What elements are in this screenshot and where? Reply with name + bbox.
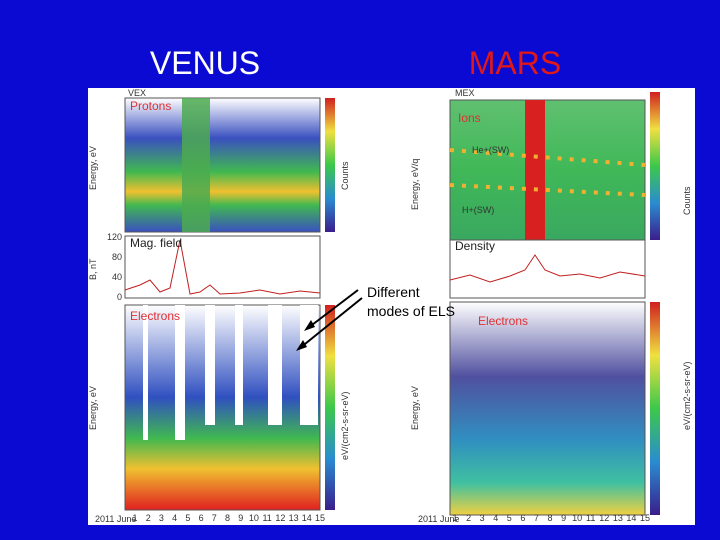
day-label: 12 <box>599 513 609 523</box>
gap <box>268 305 282 425</box>
spectrogram <box>124 304 321 511</box>
day-label: 15 <box>315 513 325 523</box>
day-label: 6 <box>199 513 204 523</box>
spectrogram <box>449 301 646 516</box>
annotation: Different <box>367 284 420 300</box>
panel-label: Electrons <box>130 309 180 323</box>
density-trace <box>449 254 646 283</box>
spectrogram-band <box>182 98 210 232</box>
gap <box>143 305 148 440</box>
day-label: 3 <box>159 513 164 523</box>
panel-label: Protons <box>130 99 171 113</box>
spacecraft: MEX <box>455 88 475 98</box>
date: 2011 June <box>95 514 136 524</box>
annotation: modes of ELS <box>367 303 455 319</box>
day-label: 5 <box>507 513 512 523</box>
gap <box>175 305 185 440</box>
tick-label: 0 <box>117 292 122 302</box>
day-label: 15 <box>640 513 650 523</box>
gap <box>205 305 215 425</box>
tick-label: 80 <box>112 252 122 262</box>
panel-label: Mag. field <box>130 236 182 250</box>
day-label: 14 <box>626 513 636 523</box>
bar-label: eV/(cm2-s-sr-eV) <box>340 391 350 460</box>
day-label: 10 <box>572 513 582 523</box>
day-label: 3 <box>480 513 485 523</box>
tick-label: 40 <box>112 272 122 282</box>
field-trace <box>124 239 321 295</box>
axis-label: Energy, eV <box>410 386 420 430</box>
gap <box>300 305 318 425</box>
bar-label: eV/(cm2-s-sr-eV) <box>682 361 692 430</box>
day-label: 6 <box>520 513 525 523</box>
day-label: 11 <box>586 513 595 523</box>
day-label: 5 <box>185 513 190 523</box>
day-label: 14 <box>302 513 312 523</box>
day-label: 2 <box>466 513 471 523</box>
day-label: 4 <box>493 513 498 523</box>
day-label: 12 <box>275 513 285 523</box>
title-left: VENUS <box>150 45 260 81</box>
day-label: 7 <box>534 513 539 523</box>
ion-label: He+(SW) <box>472 145 509 155</box>
day-label: 11 <box>262 513 271 523</box>
day-label: 13 <box>613 513 623 523</box>
spectrogram <box>449 99 646 241</box>
arrow <box>299 297 363 349</box>
color-bar <box>325 305 335 510</box>
spectrogram-band <box>525 100 545 240</box>
bar-label: Counts <box>340 161 350 190</box>
panel-label: Density <box>455 239 495 253</box>
day-label: 8 <box>225 513 230 523</box>
bar-label: Counts <box>682 186 692 215</box>
panel-label: Electrons <box>478 314 528 328</box>
arrowhead <box>296 340 307 351</box>
axis-label: Energy, eV <box>88 386 98 430</box>
date: 2011 June <box>418 514 459 524</box>
color-bar <box>325 98 335 232</box>
density-plot <box>449 239 646 299</box>
day-label: 7 <box>212 513 217 523</box>
color-bar <box>650 92 660 240</box>
color-bar <box>650 302 660 515</box>
day-label: 8 <box>547 513 552 523</box>
ion-trace <box>449 183 646 197</box>
tick-label: 120 <box>107 232 122 242</box>
day-label: 9 <box>238 513 243 523</box>
gap <box>235 305 243 425</box>
day-label: 2 <box>146 513 151 523</box>
day-label: 1 <box>132 513 137 523</box>
field-plot <box>124 235 321 299</box>
ion-trace <box>449 148 646 167</box>
day-label: 9 <box>561 513 566 523</box>
day-label: 13 <box>289 513 299 523</box>
arrowhead <box>304 320 315 331</box>
day-label: 4 <box>172 513 177 523</box>
day-label: 10 <box>249 513 259 523</box>
arrow <box>307 289 359 329</box>
axis-label: Energy, eV/q <box>410 159 420 210</box>
spacecraft: VEX <box>128 88 146 98</box>
spectrogram <box>124 97 321 233</box>
axis-label: Energy, eV <box>88 146 98 190</box>
ion-label: H+(SW) <box>462 205 494 215</box>
day-label: 1 <box>452 513 457 523</box>
axis-label: B, nT <box>88 258 98 280</box>
title-right: MARS <box>469 45 561 81</box>
panel-label: Ions <box>458 111 481 125</box>
